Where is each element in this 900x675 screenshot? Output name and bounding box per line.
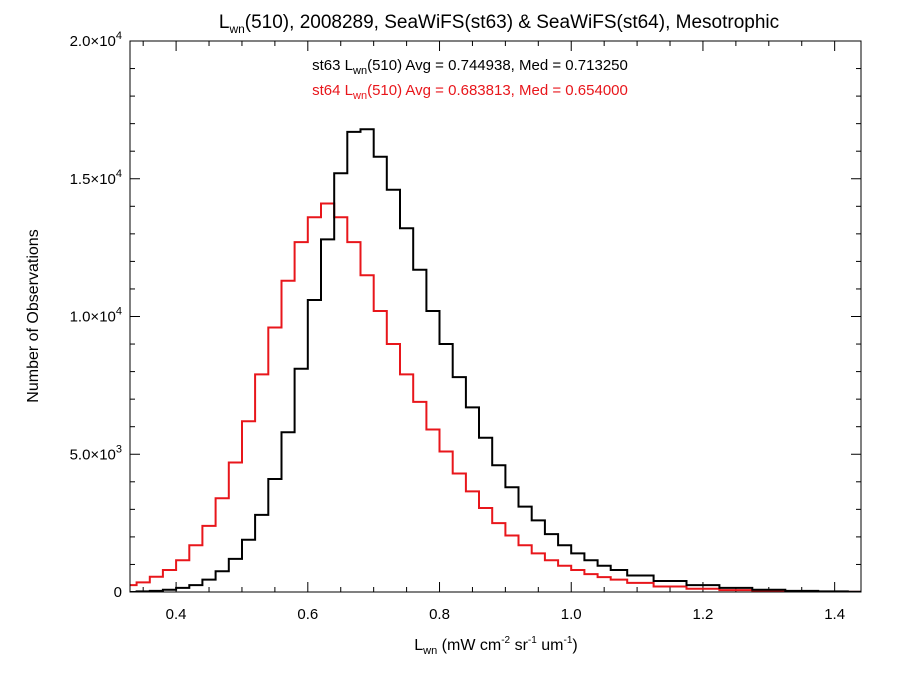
plot-frame	[129, 40, 862, 593]
series-st64-line	[130, 202, 861, 592]
x-tick-label: 0.6	[297, 606, 318, 623]
y-axis-label: Number of Observations	[25, 229, 42, 402]
x-tick-label: 0.8	[429, 606, 450, 623]
x-tick-labels: 0.4 0.6 0.8 1.0 1.2 1.4	[166, 606, 845, 623]
stats-annotation: st64 Lwn(510) Avg = 0.683813, Med = 0.65…	[312, 82, 628, 102]
stats-annotation: st63 Lwn(510) Avg = 0.744938, Med = 0.71…	[312, 57, 628, 77]
x-tick-label: 1.0	[561, 606, 582, 623]
xlabel-s1: -2	[501, 635, 510, 646]
chart-title: Lwn(510), 2008289, SeaWiFS(st63) & SeaWi…	[219, 12, 779, 36]
y-tick-label: 0	[114, 584, 122, 601]
xlabel-p3: um	[537, 637, 564, 654]
xlabel-s3: -1	[563, 635, 572, 646]
x-tick-label: 1.2	[693, 606, 714, 623]
xlabel-p1: (mW cm	[437, 637, 501, 654]
xlabel-p4: )	[572, 637, 577, 654]
y-tick-labels: 0 5.0×103 1.0×104 1.5×104 2.0×104	[70, 30, 122, 601]
y-tick-label: 1.0×104	[70, 306, 122, 326]
y-tick-label: 1.5×104	[70, 168, 122, 188]
title-l: L	[219, 12, 230, 33]
y-tick-label: 5.0×103	[70, 443, 122, 463]
x-tick-label: 0.4	[166, 606, 187, 623]
tick-marks	[130, 40, 861, 593]
x-axis-label: Lwn (mW cm-2 sr-1 um-1)	[414, 635, 577, 657]
y-tick-label: 2.0×104	[70, 30, 122, 50]
xlabel-l-sub: wn	[422, 645, 437, 657]
title-sub: wn	[228, 22, 244, 36]
stats-annotations: st63 Lwn(510) Avg = 0.744938, Med = 0.71…	[312, 57, 628, 102]
series-st63-line	[130, 128, 861, 592]
xlabel-p2: sr	[510, 637, 528, 654]
x-tick-label: 1.4	[824, 606, 845, 623]
title-rest: (510), 2008289, SeaWiFS(st63) & SeaWiFS(…	[245, 12, 779, 33]
xlabel-l: L	[414, 637, 423, 654]
histogram-series	[130, 128, 861, 592]
xlabel-s2: -1	[528, 635, 537, 646]
